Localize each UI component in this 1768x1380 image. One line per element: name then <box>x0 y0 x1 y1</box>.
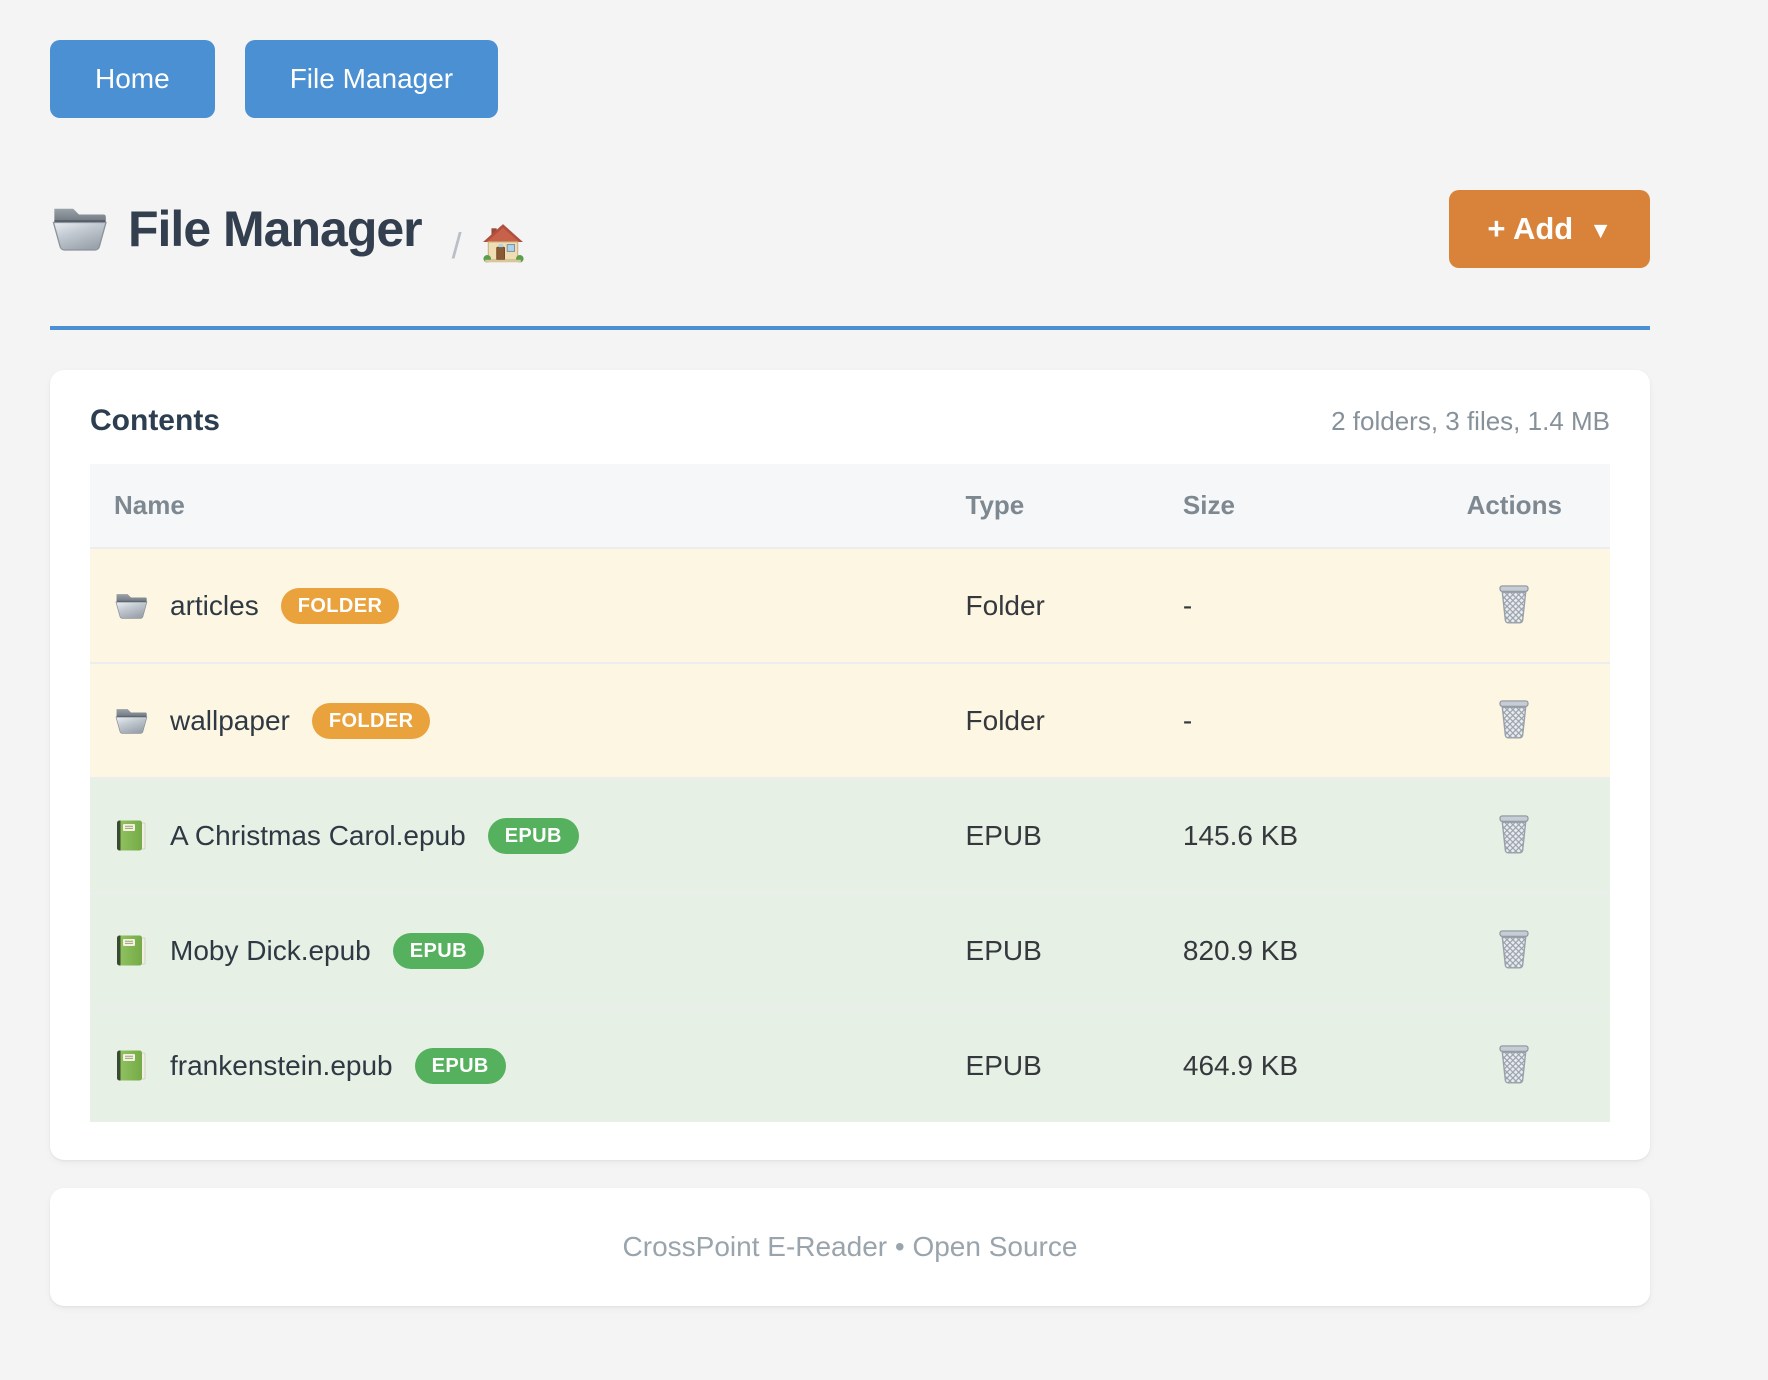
breadcrumb: / <box>452 222 526 264</box>
folder-icon <box>114 704 148 738</box>
size-value: 464.9 KB <box>1182 1049 1299 1081</box>
trash-icon <box>1495 1043 1533 1085</box>
type-value: EPUB <box>965 934 1042 966</box>
book-icon <box>114 819 148 853</box>
table-header-row: Name Type Size Actions <box>90 464 1610 548</box>
file-name-link[interactable]: wallpaper <box>170 704 290 736</box>
trash-icon <box>1495 928 1533 970</box>
folder-icon <box>50 204 108 254</box>
column-header-size: Size <box>1182 464 1419 548</box>
column-header-name: Name <box>90 464 966 548</box>
top-nav: Home File Manager <box>50 40 1650 118</box>
file-name-link[interactable]: A Christmas Carol.epub <box>170 819 466 851</box>
file-manager-nav-button[interactable]: File Manager <box>244 40 499 118</box>
file-name-link[interactable]: Moby Dick.epub <box>170 934 371 966</box>
table-row: A Christmas Carol.epub EPUB EPUB 145.6 K… <box>90 778 1610 893</box>
folder-icon <box>114 589 148 623</box>
type-badge: EPUB <box>392 932 484 969</box>
type-badge: FOLDER <box>311 702 431 739</box>
trash-icon <box>1495 583 1533 625</box>
book-icon <box>114 934 148 968</box>
type-badge: FOLDER <box>280 587 400 624</box>
contents-card: Contents 2 folders, 3 files, 1.4 MB Name… <box>50 370 1650 1160</box>
trash-icon <box>1495 813 1533 855</box>
contents-card-header: Contents 2 folders, 3 files, 1.4 MB <box>90 404 1610 438</box>
book-icon <box>114 1049 148 1083</box>
column-header-actions: Actions <box>1418 464 1610 548</box>
delete-button[interactable] <box>1491 924 1537 974</box>
trash-icon <box>1495 698 1533 740</box>
type-badge: EPUB <box>414 1047 506 1084</box>
file-name-link[interactable]: articles <box>170 589 259 621</box>
file-name-link[interactable]: frankenstein.epub <box>170 1049 393 1081</box>
delete-button[interactable] <box>1491 1039 1537 1089</box>
table-row: frankenstein.epub EPUB EPUB 464.9 KB <box>90 1008 1610 1122</box>
chevron-down-icon: ▼ <box>1589 216 1612 243</box>
type-value: EPUB <box>965 1049 1042 1081</box>
header-divider <box>50 326 1650 330</box>
column-header-type: Type <box>965 464 1183 548</box>
size-value: 820.9 KB <box>1182 934 1299 966</box>
add-button[interactable]: + Add ▼ <box>1449 190 1650 268</box>
file-table: Name Type Size Actions articles FOLDER F… <box>90 464 1610 1122</box>
size-value: 145.6 KB <box>1182 819 1299 851</box>
type-value: EPUB <box>965 819 1042 851</box>
delete-button[interactable] <box>1491 809 1537 859</box>
add-button-label: + Add <box>1487 211 1574 246</box>
type-value: Folder <box>965 589 1045 621</box>
contents-summary: 2 folders, 3 files, 1.4 MB <box>1331 405 1610 436</box>
page: Home File Manager File Manager / + Add ▼… <box>50 0 1650 1306</box>
table-row: wallpaper FOLDER Folder - <box>90 663 1610 778</box>
footer: CrossPoint E-Reader • Open Source <box>50 1188 1650 1306</box>
type-value: Folder <box>965 704 1045 736</box>
delete-button[interactable] <box>1491 694 1537 744</box>
size-value: - <box>1182 704 1193 736</box>
delete-button[interactable] <box>1491 579 1537 629</box>
page-title: File Manager <box>128 201 423 257</box>
table-row: Moby Dick.epub EPUB EPUB 820.9 KB <box>90 893 1610 1008</box>
house-icon[interactable] <box>480 222 526 264</box>
home-nav-button[interactable]: Home <box>50 40 215 118</box>
table-row: articles FOLDER Folder - <box>90 548 1610 663</box>
breadcrumb-separator: / <box>451 225 462 266</box>
contents-heading: Contents <box>90 404 220 437</box>
title-group: File Manager / <box>50 200 526 264</box>
footer-text: CrossPoint E-Reader • Open Source <box>622 1231 1078 1262</box>
type-badge: EPUB <box>487 817 579 854</box>
size-value: - <box>1182 589 1193 621</box>
page-header: File Manager / + Add ▼ <box>50 190 1650 268</box>
